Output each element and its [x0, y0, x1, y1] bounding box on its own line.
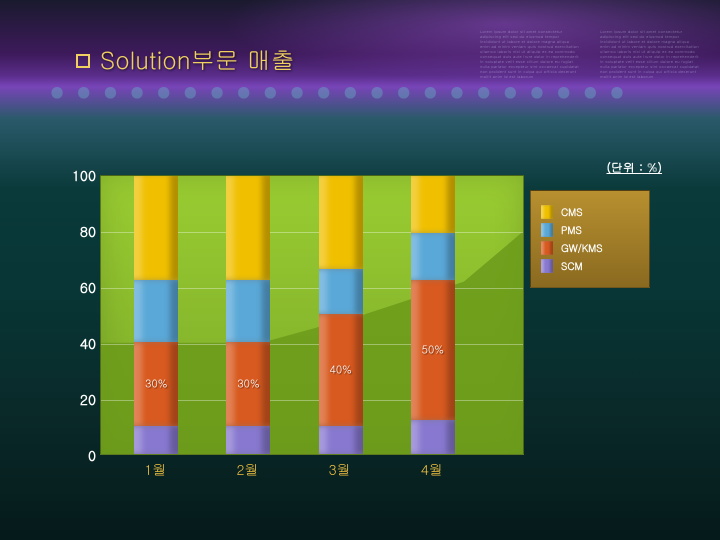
x-tick: 4월	[421, 459, 443, 479]
legend-label: CMS	[561, 205, 583, 219]
legend-item: PMS	[541, 223, 639, 237]
y-tick: 40	[80, 333, 96, 353]
y-axis: 020406080100	[64, 175, 100, 455]
bar-segment-label: 30%	[226, 376, 270, 391]
x-tick: 3월	[329, 459, 351, 479]
x-axis: 1월 2월 3월 4월	[100, 459, 524, 483]
x-tick: 2월	[236, 459, 258, 479]
legend-item: CMS	[541, 205, 639, 219]
legend-item: GW/KMS	[541, 241, 639, 255]
unit-label: (단위 : %)	[607, 159, 663, 176]
legend-label: GW/KMS	[561, 241, 603, 255]
bar-segment-SCM	[226, 426, 270, 454]
bar-segment-CMS	[411, 175, 455, 233]
y-tick: 60	[80, 277, 96, 297]
slide-title: Solution부문 매출	[76, 42, 295, 76]
legend-swatch	[541, 223, 553, 237]
bar: 30%	[226, 175, 270, 454]
bar-segment-PMS	[134, 280, 178, 342]
bar-segment-label: 30%	[134, 376, 178, 391]
title-text: Solution부문 매출	[100, 42, 295, 76]
bar: 30%	[134, 175, 178, 454]
chart: 020406080100 30%30%40%50% 1월2월3월4월 CMSPM…	[64, 175, 656, 485]
x-tick: 1월	[144, 459, 166, 479]
bar-segment-SCM	[319, 426, 363, 454]
y-tick: 20	[80, 389, 96, 409]
bar-segment-GW-KMS: 40%	[319, 314, 363, 426]
legend-swatch	[541, 241, 553, 255]
bar-segment-CMS	[226, 175, 270, 280]
legend-swatch	[541, 259, 553, 273]
bar-segment-CMS	[319, 175, 363, 269]
bar: 50%	[411, 175, 455, 454]
bar-segment-PMS	[226, 280, 270, 342]
plot-area: 30% 30% 40% 50%	[100, 175, 524, 455]
bar-segment-PMS	[319, 269, 363, 314]
legend-label: SCM	[561, 259, 583, 273]
decorative-microtext-1: Lorem ipsum dolor sit amet consectetur a…	[480, 30, 580, 80]
bar-segment-label: 50%	[411, 343, 455, 358]
legend-item: SCM	[541, 259, 639, 273]
bar-segment-GW-KMS: 30%	[226, 342, 270, 426]
decorative-dots: ● ● ● ● ● ● ● ● ● ● ● ● ● ● ● ● ● ● ● ● …	[50, 82, 628, 102]
bar-segment-SCM	[411, 420, 455, 454]
bar-segment-CMS	[134, 175, 178, 280]
y-tick: 80	[80, 221, 96, 241]
y-tick: 100	[72, 165, 96, 185]
decorative-microtext-2: Lorem ipsum dolor sit amet consectetur a…	[600, 30, 700, 80]
legend: CMS PMS GW/KMS SCM	[530, 190, 650, 288]
legend-swatch	[541, 205, 553, 219]
bar-segment-label: 40%	[319, 362, 363, 377]
bar: 40%	[319, 175, 363, 454]
bar-segment-PMS	[411, 233, 455, 281]
legend-label: PMS	[561, 223, 582, 237]
title-bullet-icon	[76, 54, 90, 68]
y-tick: 0	[88, 445, 96, 465]
bar-segment-GW-KMS: 50%	[411, 280, 455, 420]
bar-segment-GW-KMS: 30%	[134, 342, 178, 426]
bar-segment-SCM	[134, 426, 178, 454]
